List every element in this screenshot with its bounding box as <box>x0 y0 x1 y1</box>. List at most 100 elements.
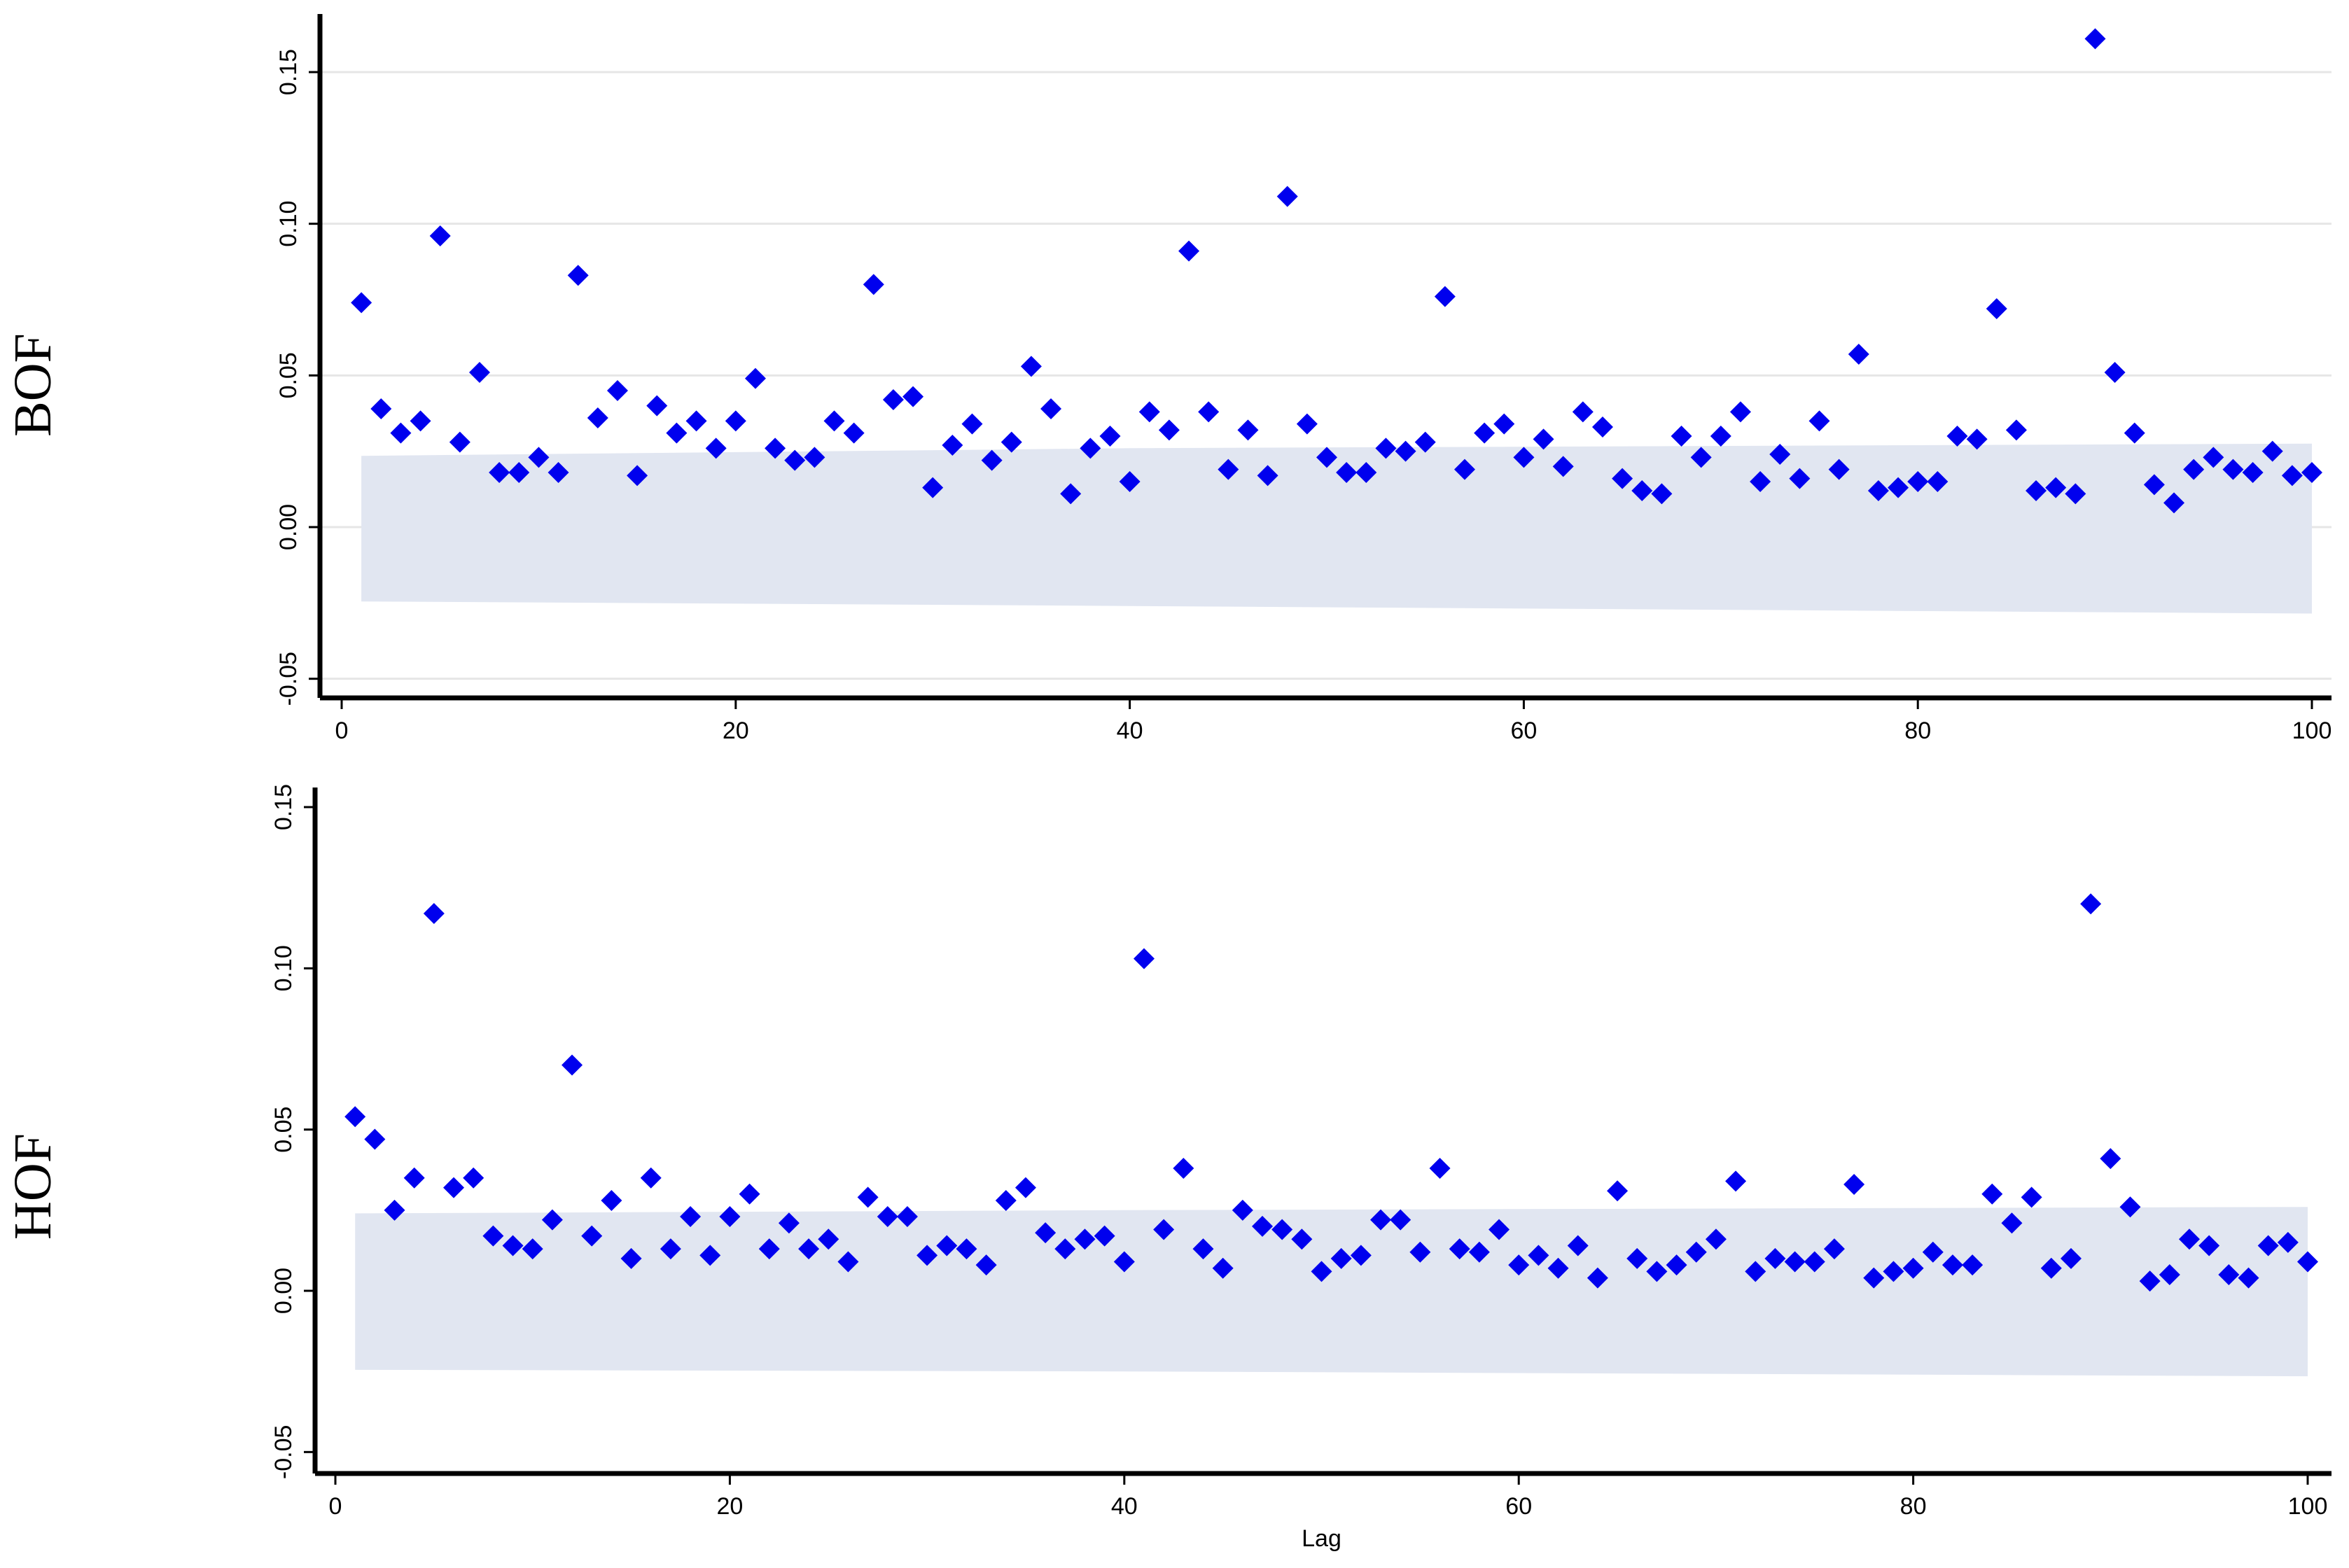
data-point <box>606 380 628 401</box>
x-tick-label: 80 <box>1900 1493 1927 1520</box>
data-point <box>1040 398 1062 419</box>
data-point <box>1395 440 1416 462</box>
confidence-band <box>361 443 2312 614</box>
data-point <box>1843 1173 1865 1195</box>
data-point <box>1646 1261 1668 1282</box>
data-point <box>1138 401 1160 423</box>
data-point <box>1375 438 1397 459</box>
data-point <box>1528 1245 1549 1266</box>
data-point <box>384 1199 405 1221</box>
data-point <box>1390 1209 1412 1231</box>
data-point <box>837 1251 859 1273</box>
data-point <box>1355 462 1377 483</box>
data-point <box>2084 28 2106 50</box>
data-point <box>489 462 510 483</box>
data-point <box>1035 1222 1057 1244</box>
data-point <box>508 462 530 483</box>
data-point <box>1784 1251 1806 1273</box>
data-point <box>680 1206 702 1228</box>
data-point <box>1626 1247 1648 1269</box>
data-point <box>804 447 825 468</box>
data-point <box>2178 1228 2200 1250</box>
data-point <box>601 1190 622 1212</box>
data-point <box>922 477 944 498</box>
data-point <box>1468 1241 1490 1263</box>
data-point <box>1054 1238 1076 1260</box>
y-tick-label: -0.05 <box>275 652 302 706</box>
data-point <box>1060 483 1082 505</box>
data-point <box>1591 416 1613 438</box>
y-tick-label: 0.05 <box>275 352 302 398</box>
data-point <box>1533 428 1554 450</box>
data-point <box>1080 438 1101 459</box>
data-point <box>587 407 608 428</box>
x-tick-label: 100 <box>2292 718 2332 744</box>
panel-label: HOF <box>4 1133 62 1240</box>
data-point <box>1745 1261 1766 1282</box>
data-point <box>403 1167 425 1189</box>
data-point <box>956 1238 977 1260</box>
data-point <box>2261 440 2283 462</box>
data-point <box>1612 468 1633 489</box>
data-point <box>1902 1257 1924 1279</box>
data-point <box>463 1167 485 1189</box>
data-point <box>2277 1231 2299 1253</box>
data-point <box>1251 1215 1273 1237</box>
data-point <box>1567 1235 1589 1256</box>
data-point <box>1316 447 1337 468</box>
data-point <box>2080 893 2102 915</box>
x-tick-label: 0 <box>335 718 349 744</box>
y-tick-label: 0.00 <box>270 1268 297 1314</box>
data-point <box>882 389 904 410</box>
data-point <box>2281 465 2303 486</box>
data-point <box>1001 431 1022 453</box>
data-point <box>1015 1177 1036 1198</box>
x-tick-label: 60 <box>1505 1493 1532 1520</box>
data-point <box>896 1206 918 1228</box>
data-point <box>942 435 963 456</box>
data-point <box>1651 483 1673 505</box>
data-point <box>2242 462 2264 483</box>
data-point <box>443 1177 465 1198</box>
data-point <box>468 362 490 383</box>
data-point <box>2065 483 2086 505</box>
data-point <box>1607 1180 1629 1202</box>
data-point <box>1666 1254 1687 1276</box>
x-tick-label: 40 <box>1111 1493 1138 1520</box>
data-point <box>843 422 865 444</box>
data-point <box>2257 1235 2279 1256</box>
data-point <box>823 410 845 432</box>
y-tick-label: 0.10 <box>275 201 302 247</box>
data-point <box>1808 410 1830 432</box>
data-point <box>429 225 451 246</box>
data-point <box>2026 480 2047 501</box>
data-point <box>1212 1257 1234 1279</box>
data-point <box>1276 186 1298 207</box>
data-point <box>1291 1228 1313 1250</box>
data-point <box>1153 1219 1175 1240</box>
data-point <box>1981 1183 2003 1205</box>
data-point <box>902 386 924 407</box>
data-point <box>2159 1264 2180 1285</box>
data-point <box>364 1128 386 1150</box>
y-tick-label: 0.10 <box>270 945 297 991</box>
data-point <box>528 447 550 468</box>
data-point <box>1572 401 1594 423</box>
x-tick-label: 100 <box>2288 1493 2328 1520</box>
data-point <box>1764 1247 1786 1269</box>
data-point <box>1198 401 1220 423</box>
data-point <box>1962 1254 1984 1276</box>
x-tick-label: 80 <box>1904 718 1931 744</box>
data-point <box>1946 426 1968 447</box>
hof-panel: -0.05 0.00 0.05 0.10 0.15 0 20 40 60 80 100 HOF Lag <box>4 784 2331 1552</box>
data-point <box>2218 1264 2240 1285</box>
y-tick-label: 0.15 <box>275 49 302 95</box>
data-point <box>1178 240 1200 262</box>
data-point <box>1158 419 1180 441</box>
y-tick-label: 0.15 <box>270 784 297 830</box>
data-point <box>699 1245 721 1266</box>
data-point <box>1804 1251 1825 1273</box>
data-point <box>1311 1261 1332 1282</box>
data-point <box>765 438 786 459</box>
